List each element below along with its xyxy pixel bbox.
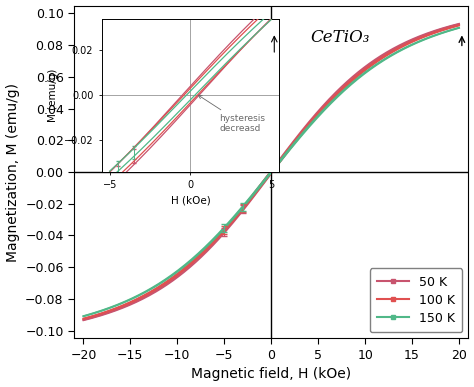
Y-axis label: Magnetization, M (emu/g): Magnetization, M (emu/g) xyxy=(6,82,19,262)
Legend: 50 K, 100 K, 150 K: 50 K, 100 K, 150 K xyxy=(370,268,462,332)
X-axis label: Magnetic field, H (kOe): Magnetic field, H (kOe) xyxy=(191,367,351,382)
Text: CeTiO₃: CeTiO₃ xyxy=(310,29,370,46)
